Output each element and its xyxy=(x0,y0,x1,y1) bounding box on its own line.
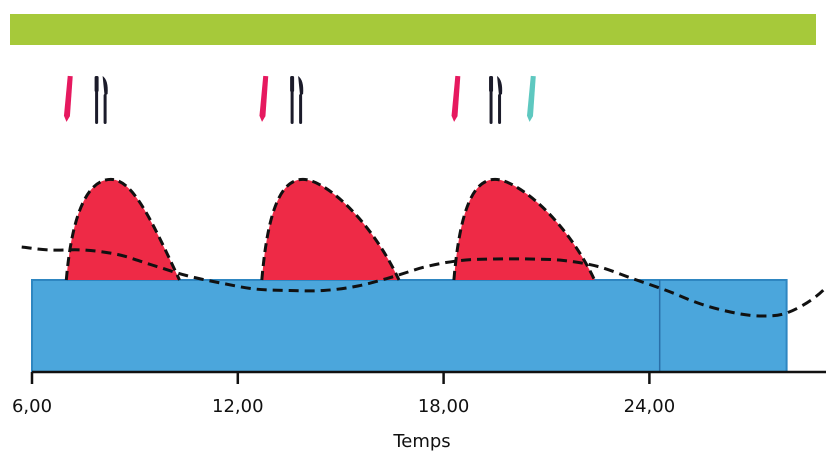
peak-outline-1 xyxy=(64,177,181,281)
cutlery-icon xyxy=(290,76,304,124)
curve-layer xyxy=(21,245,826,318)
knife-handle xyxy=(498,94,502,124)
knife-blade xyxy=(298,76,304,96)
peak-outline-3 xyxy=(452,177,596,281)
baseline-layer xyxy=(31,279,788,373)
markers-layer xyxy=(63,75,536,124)
cutlery-icon xyxy=(94,76,108,124)
knife-blade xyxy=(497,76,503,96)
baseline-block xyxy=(31,279,788,373)
knife-handle xyxy=(103,94,107,124)
knife-handle xyxy=(299,94,303,124)
pen-body xyxy=(451,75,461,122)
insulin-pen-icon xyxy=(451,75,461,122)
peak-outline-2 xyxy=(260,177,401,281)
glycemia-dashed-curve xyxy=(21,245,826,318)
pen-body xyxy=(259,75,269,122)
knife-blade xyxy=(102,76,108,96)
fork-handle xyxy=(95,90,99,124)
peak-3 xyxy=(453,179,595,280)
pen-body xyxy=(63,75,73,122)
top-color-band xyxy=(10,14,816,45)
x-tick-label-4: 24,00 xyxy=(624,396,676,417)
cutlery-icon xyxy=(489,76,503,124)
peaks-layer xyxy=(64,177,596,281)
fork-handle xyxy=(290,90,294,124)
insulin-pen-icon xyxy=(63,75,73,122)
insulin-pen-icon xyxy=(526,75,536,122)
insulin-pen-icon xyxy=(259,75,269,122)
fork-tines xyxy=(94,76,99,92)
peak-1 xyxy=(66,179,180,280)
x-tick-label-3: 18,00 xyxy=(418,396,470,417)
x-axis-title: Temps xyxy=(392,431,450,452)
fork-tines xyxy=(290,76,295,92)
x-tick-label-2: 12,00 xyxy=(212,396,264,417)
pen-body xyxy=(526,75,536,122)
fork-tines xyxy=(489,76,494,92)
peak-2 xyxy=(261,179,400,280)
fork-handle xyxy=(489,90,493,124)
x-tick-label-1: 6,00 xyxy=(12,396,52,417)
